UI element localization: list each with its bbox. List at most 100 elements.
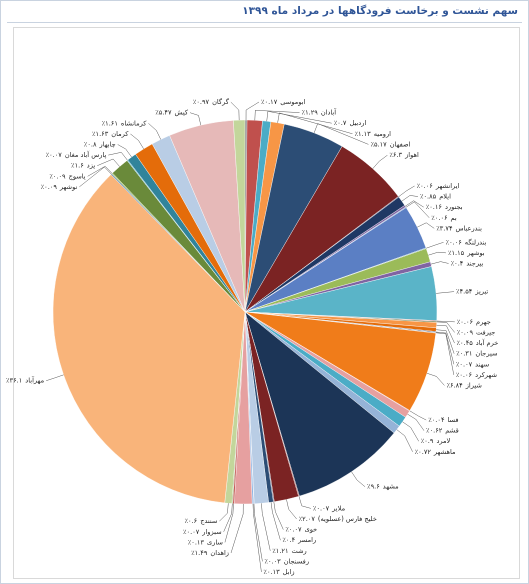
- leader-line: [436, 320, 455, 323]
- slice-label: ٪۰.۰۷ خوی: [285, 526, 317, 534]
- slice-label: ٪۱.۶۱ کرمانشاه: [102, 119, 148, 127]
- slice-value-label: ٪۰.۸۵: [420, 193, 437, 201]
- leader-line: [254, 110, 300, 121]
- slice-label: ٪۰.۷۲ ماهشهر: [415, 448, 456, 456]
- slice-label: ٪۰.۰۶ شهرکرد: [456, 371, 497, 379]
- slice-label: ٪۳.۷۴ بندرعباس: [436, 224, 482, 232]
- leader-line: [436, 321, 455, 333]
- slice-label: ٪۹.۶ مشهد: [367, 483, 399, 491]
- slice-label: ٪۶.۳ اهواز: [389, 151, 419, 159]
- slice-label: ٪۰.۱۳ ساری: [188, 538, 223, 546]
- slice-value-label: ٪۰.۰۶: [456, 371, 472, 379]
- slice-category-label: ایلام: [439, 193, 451, 201]
- slice-category-label: پارس آباد مغان: [65, 150, 107, 159]
- slice-value-label: ٪۰.۶۲: [426, 427, 443, 435]
- slice-label: ٪۰.۳۱ سیرجان: [456, 350, 497, 358]
- slice-category-label: رشت: [292, 547, 307, 555]
- slice-label: ٪۰.۰۷ ملایر: [313, 504, 345, 512]
- slice-category-label: اهواز: [404, 151, 419, 159]
- slice-category-label: جهرم: [476, 318, 491, 326]
- leader-line: [428, 251, 446, 256]
- slice-value-label: ٪۵.۴۷: [155, 109, 172, 117]
- leader-line: [351, 471, 366, 487]
- leader-line: [270, 502, 281, 541]
- leader-line: [405, 201, 430, 218]
- slice-category-label: ایرانشهر: [435, 182, 460, 190]
- slice-category-label: یزد: [87, 162, 96, 170]
- slice-label: ٪۰.۰۷ سبزوار: [183, 528, 222, 536]
- slice-category-label: لامرد: [436, 437, 450, 445]
- slice-category-label: زابل: [283, 568, 295, 576]
- slice-label: ٪۰.۶ سنندج: [184, 517, 217, 525]
- slice-value-label: ٪۱.۶۳: [92, 130, 109, 138]
- slice-category-label: بوشهر: [466, 249, 485, 257]
- slice-label: ٪۰.۸ چابهار: [84, 140, 116, 148]
- slice-value-label: ٪۰.۰۳: [264, 557, 281, 565]
- leader-line: [426, 373, 445, 386]
- leader-line: [430, 261, 449, 265]
- slice-label: ٪۰.۰۶ ایرانشهر: [417, 182, 460, 190]
- leader-line: [398, 185, 415, 197]
- slice-category-label: رفسنجان: [284, 557, 309, 565]
- slice-label: ٪۰.۰۴ فسا: [428, 416, 458, 424]
- slice-label: ٪۰.۱۶ بجنورد: [426, 203, 463, 211]
- slice-value-label: ٪۰.۰۷: [46, 151, 63, 159]
- slice-category-label: ملایر: [331, 504, 345, 512]
- plot-area: [13, 27, 520, 579]
- slice-value-label: ٪۱.۶۱: [102, 119, 118, 127]
- slice-category-label: زاهدان: [210, 549, 229, 557]
- slice-category-label: کیش: [174, 109, 188, 117]
- leader-line: [435, 331, 455, 365]
- slice-value-label: ٪۰.۰۷: [183, 528, 200, 536]
- leader-line: [148, 123, 161, 140]
- slice-category-label: شیراز: [465, 381, 482, 389]
- slice-value-label: ٪۰.۶: [184, 517, 197, 525]
- leader-line: [436, 291, 455, 294]
- slice-category-label: بیرجند: [466, 259, 483, 267]
- slice-category-label: نوشهر: [59, 183, 78, 191]
- leader-line: [298, 496, 311, 509]
- slice-value-label: ٪۰.۹۷: [193, 98, 210, 106]
- slice-category-label: سنندج: [200, 517, 217, 525]
- slice-value-label: ٪۰.۸: [84, 140, 97, 148]
- leader-line: [245, 101, 260, 121]
- leader-line: [189, 112, 202, 126]
- slice-label: ٪۵.۱۷ اصفهان: [370, 140, 410, 148]
- leader-line: [409, 410, 427, 421]
- slice-category-label: چابهار: [99, 140, 116, 148]
- slice-value-label: ٪۱.۴۹: [191, 549, 208, 557]
- slice-category-label: سبزوار: [201, 528, 221, 536]
- slice-category-label: فسا: [447, 416, 458, 424]
- leader-line: [230, 101, 240, 121]
- slice-label: ٪۰.۱۳ زابل: [263, 568, 294, 576]
- slice-value-label: ٪۵.۱۷: [370, 140, 387, 148]
- slice-label: ٪۱.۱۳ ارومیه: [354, 130, 391, 138]
- slice-value-label: ٪۴.۵۴: [456, 288, 473, 296]
- slice-value-label: ٪۱.۲۹: [302, 109, 319, 117]
- slice-value-label: ٪۰.۷: [334, 119, 347, 127]
- slice-value-label: ٪۰.۱۳: [188, 538, 205, 546]
- slice-value-label: ٪۰.۰۷: [313, 504, 330, 512]
- slice-category-label: یاسوج: [69, 172, 86, 180]
- slice-label: ٪۰.۴ بیرجند: [451, 259, 484, 267]
- chart-title: سهم نشست و برخاست فرودگاهها در مرداد ماه…: [242, 5, 518, 17]
- leader-line: [108, 152, 128, 161]
- slice-value-label: ٪۰.۴۵: [457, 339, 474, 347]
- leader-line: [224, 503, 234, 543]
- slice-category-label: سهند: [475, 360, 489, 368]
- slice-label: ٪۱.۴۹ زاهدان: [191, 549, 229, 557]
- leader-line: [286, 499, 297, 520]
- leader-line: [253, 503, 263, 562]
- leader-line: [230, 503, 244, 554]
- slice-category-label: اردبیل: [349, 119, 366, 127]
- leader-line: [219, 503, 229, 522]
- slice-value-label: ٪۰.۴: [451, 259, 464, 267]
- leader-line: [223, 503, 233, 532]
- leader-line: [87, 165, 113, 177]
- leader-line: [436, 329, 455, 354]
- slice-category-label: بجنورد: [445, 203, 463, 211]
- leader-line: [402, 421, 419, 442]
- slice-label: ٪۰.۹۷ گرگان: [193, 98, 230, 106]
- leader-line: [313, 123, 369, 145]
